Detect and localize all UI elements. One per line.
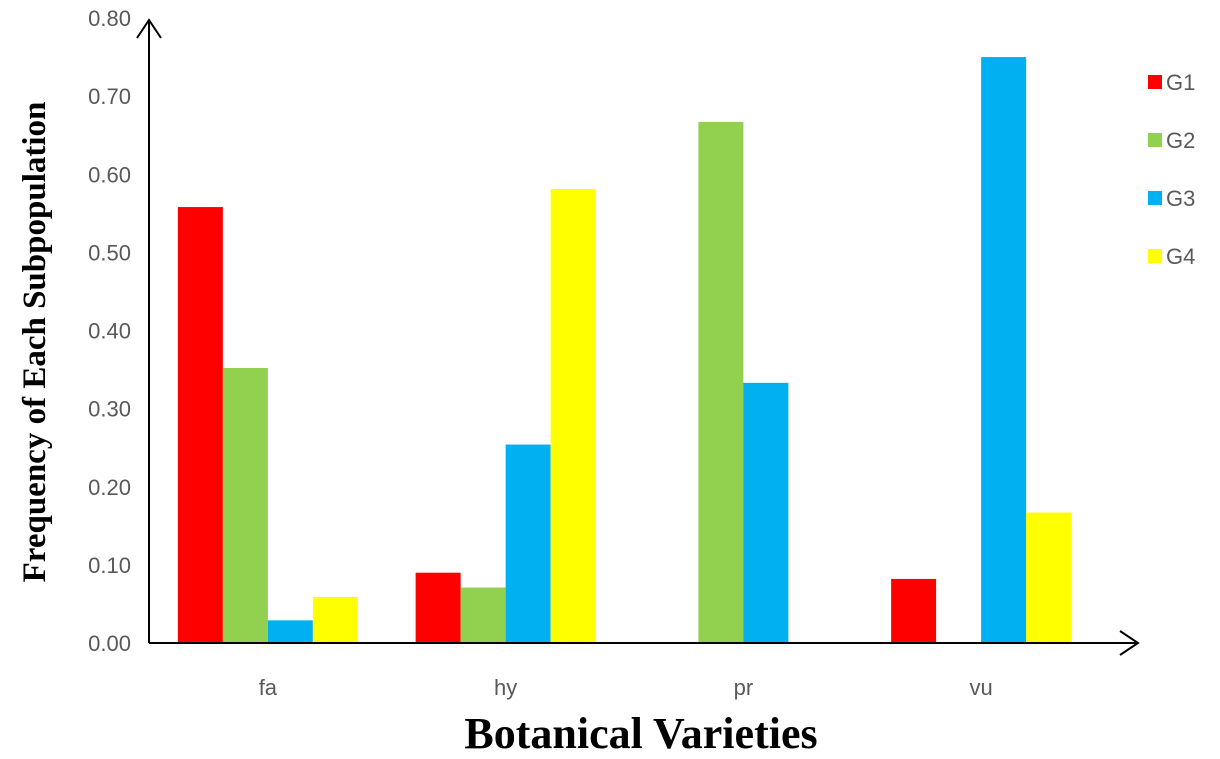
bar-vu-g1 — [891, 578, 937, 643]
y-tick-label: 0.00 — [88, 631, 131, 656]
bar-hy-g2 — [460, 587, 506, 643]
y-tick-label: 0.20 — [88, 475, 131, 500]
y-axis-ticks: 0.00 0.10 0.20 0.30 0.40 0.50 0.60 0.70 0.80 — [88, 6, 131, 656]
x-axis-title: Botanical Varieties — [464, 709, 817, 758]
legend-swatch-g2 — [1148, 133, 1162, 147]
x-category-label: pr — [734, 675, 754, 700]
bars — [177, 57, 1072, 643]
y-tick-label: 0.50 — [88, 240, 131, 265]
y-tick-label: 0.10 — [88, 553, 131, 578]
bar-fa-g3 — [267, 620, 313, 643]
y-axis-arrow — [136, 18, 162, 39]
y-tick-label: 0.80 — [88, 6, 131, 31]
bar-fa-g4 — [312, 596, 358, 643]
x-category-label: vu — [970, 675, 993, 700]
x-axis-category-labels: fa hy pr vu — [259, 675, 993, 700]
y-tick-label: 0.70 — [88, 84, 131, 109]
bar-hy-g3 — [505, 444, 551, 643]
bar-fa-g1 — [177, 207, 223, 643]
y-tick-label: 0.60 — [88, 162, 131, 187]
x-category-label: hy — [494, 675, 517, 700]
bar-fa-g2 — [222, 368, 268, 643]
legend-swatch-g4 — [1148, 249, 1162, 263]
legend-label: G3 — [1166, 186, 1195, 211]
legend-swatch-g1 — [1148, 75, 1162, 89]
y-tick-label: 0.40 — [88, 319, 131, 344]
bar-pr-g2 — [698, 121, 744, 643]
bar-hy-g1 — [415, 572, 461, 643]
legend-label: G2 — [1166, 128, 1195, 153]
y-tick-label: 0.30 — [88, 397, 131, 422]
bar-vu-g4 — [1026, 512, 1072, 643]
legend-label: G4 — [1166, 244, 1195, 269]
bar-pr-g3 — [743, 382, 789, 643]
y-axis-title: Frequency of Each Subpopulation — [17, 102, 53, 583]
legend: G1 G2 G3 G4 — [1148, 70, 1195, 269]
x-category-label: fa — [259, 675, 278, 700]
bar-vu-g3 — [981, 57, 1027, 643]
legend-label: G1 — [1166, 70, 1195, 95]
legend-swatch-g3 — [1148, 191, 1162, 205]
x-axis-arrow — [1119, 630, 1140, 656]
bar-hy-g4 — [550, 189, 596, 643]
